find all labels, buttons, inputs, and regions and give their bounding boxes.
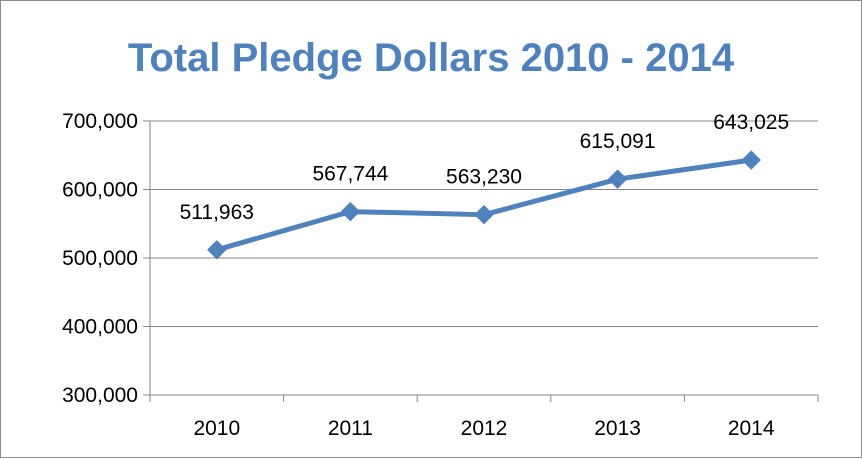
data-point-marker — [207, 240, 227, 260]
y-tick-label: 700,000 — [62, 110, 138, 133]
y-tick-label: 300,000 — [62, 384, 138, 407]
data-point-marker — [741, 150, 761, 170]
y-tick-label: 500,000 — [62, 247, 138, 270]
data-label: 511,963 — [180, 201, 254, 224]
y-tick-label: 600,000 — [62, 179, 138, 202]
data-label: 567,744 — [312, 163, 388, 186]
data-label: 615,091 — [580, 130, 656, 153]
y-tick-label: 400,000 — [62, 316, 138, 339]
chart-title: Total Pledge Dollars 2010 - 2014 — [127, 36, 735, 80]
data-label: 563,230 — [446, 166, 522, 189]
data-point-marker — [340, 201, 361, 222]
data-label: 643,025 — [713, 111, 789, 134]
data-point-marker — [474, 204, 494, 225]
x-tick-label: 2012 — [461, 417, 508, 440]
x-tick-label: 2011 — [328, 417, 373, 440]
x-tick-label: 2010 — [193, 417, 240, 440]
x-tick-label: 2013 — [594, 417, 641, 440]
x-tick-label: 2014 — [728, 417, 775, 440]
data-point-marker — [607, 169, 628, 189]
